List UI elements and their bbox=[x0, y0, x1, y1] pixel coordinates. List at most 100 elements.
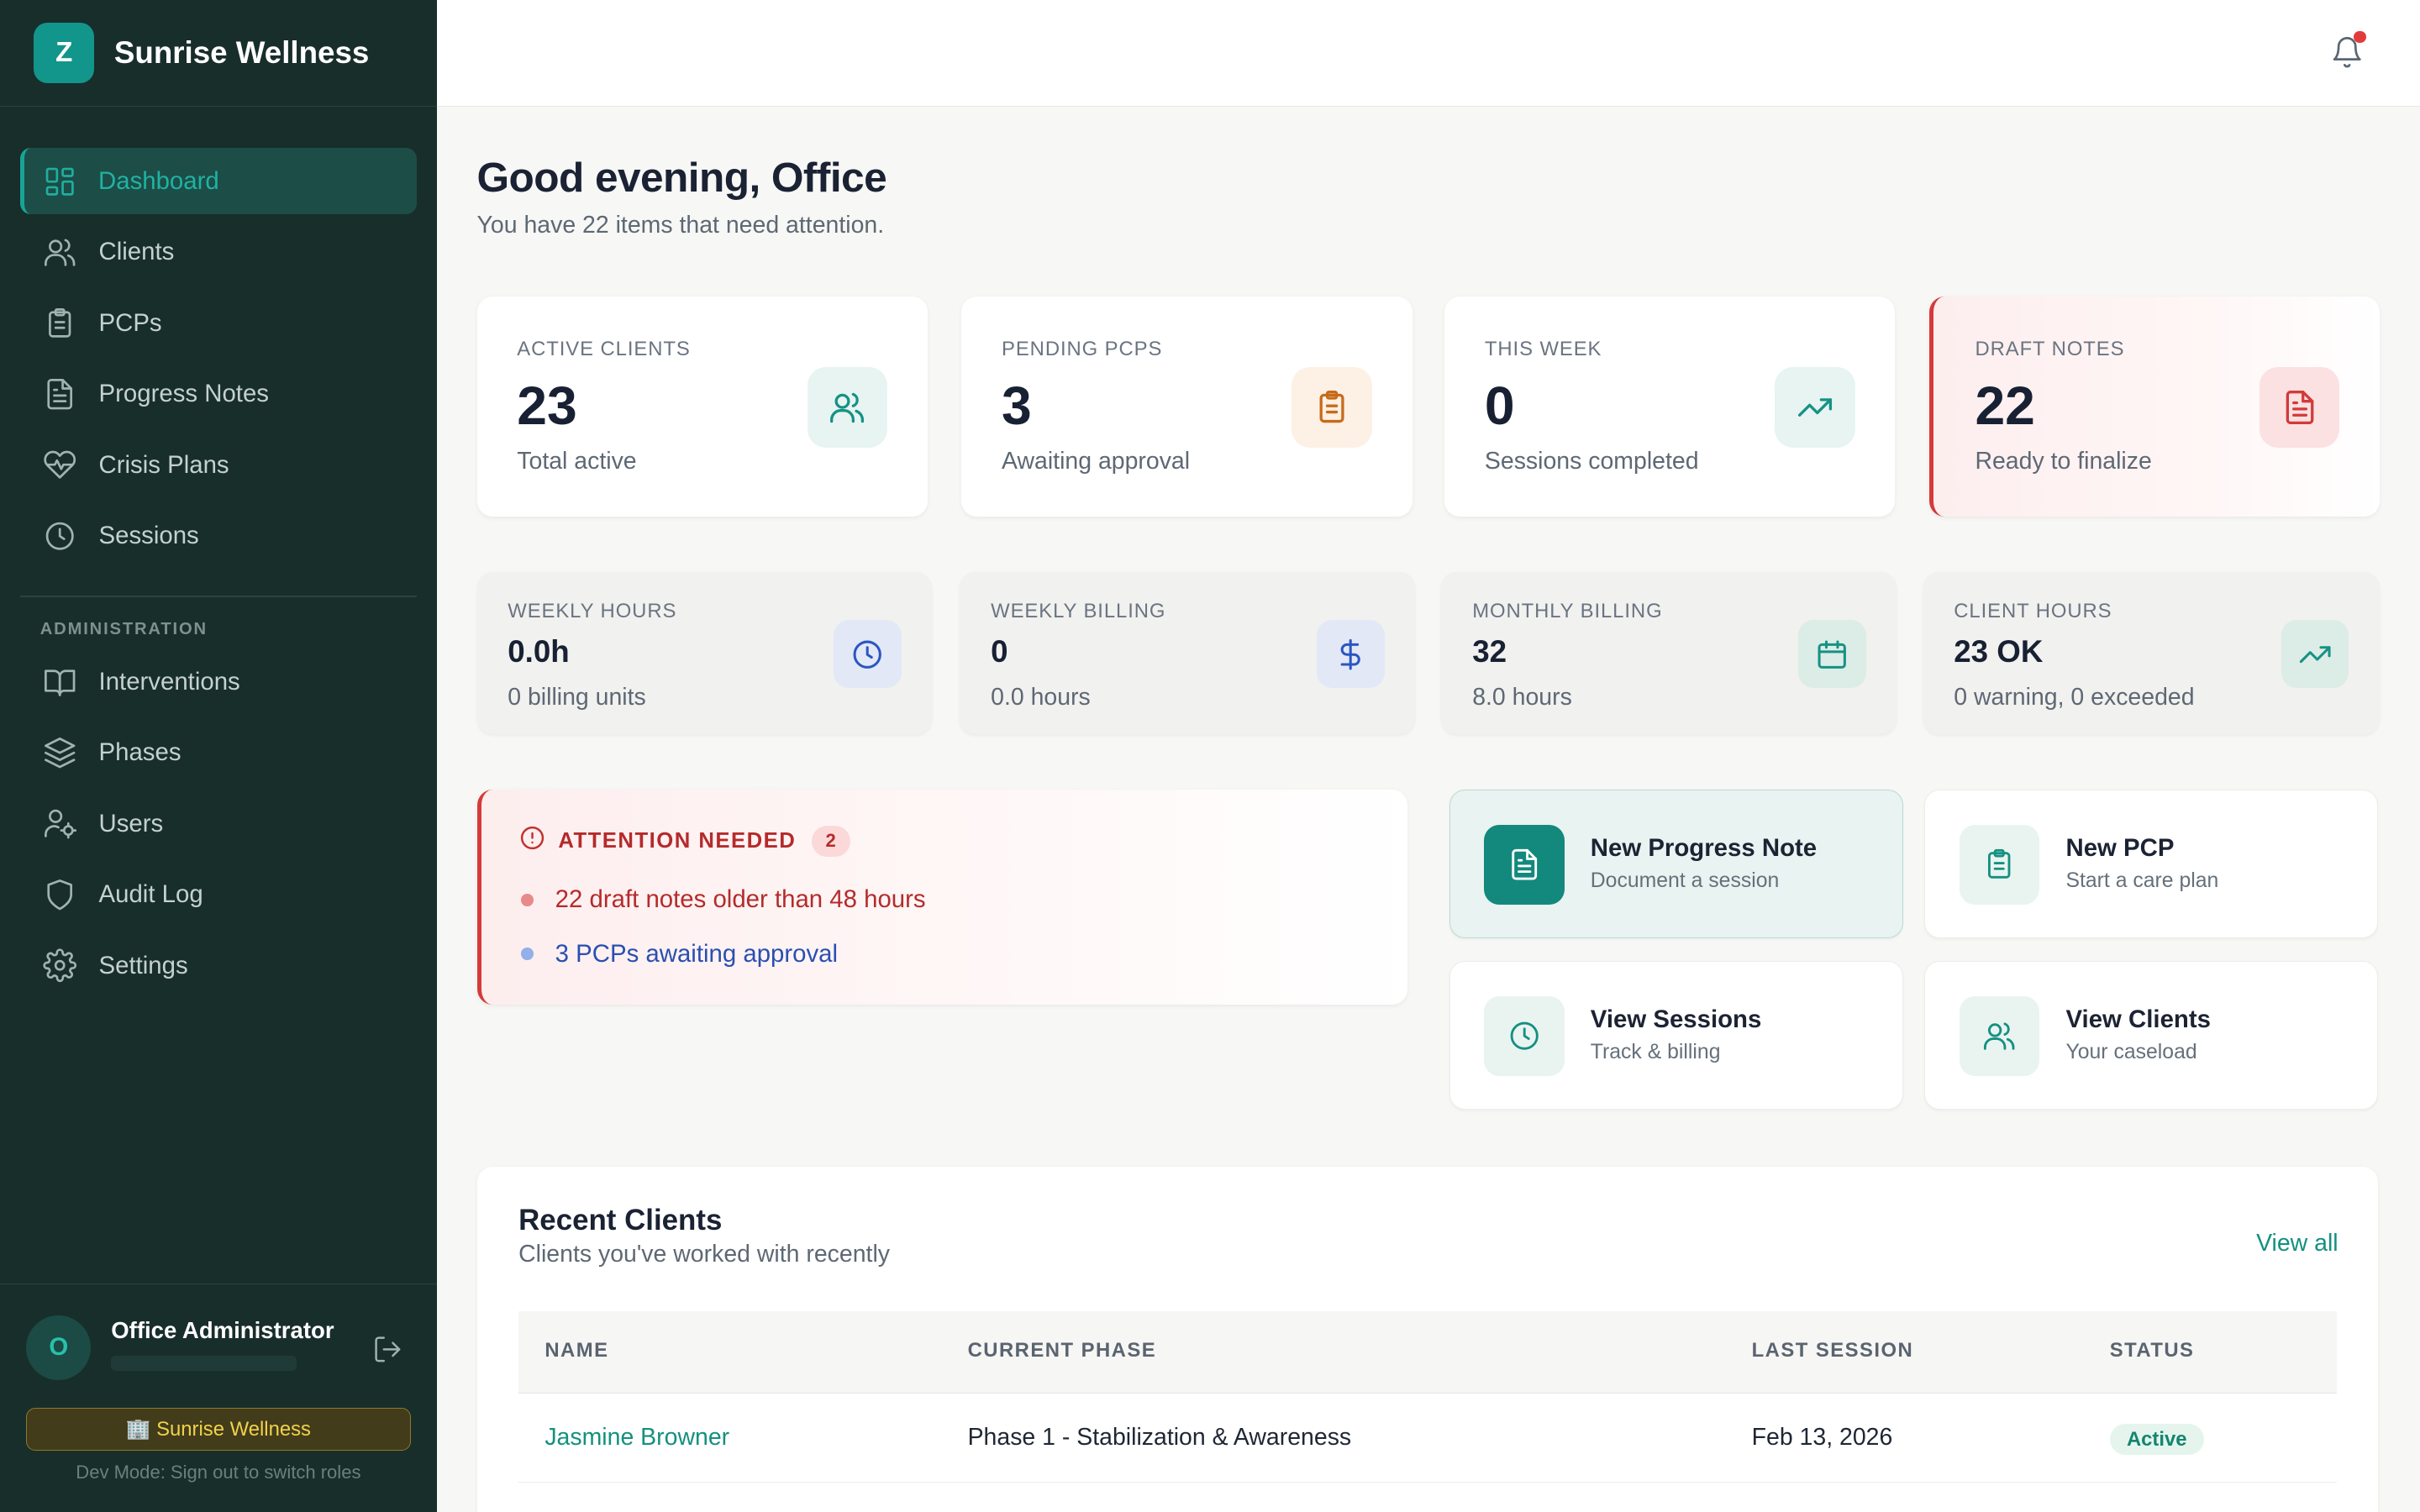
stat-card-this-week[interactable]: THIS WEEK 0 Sessions completed bbox=[1444, 296, 1896, 517]
stat-card-draft-notes[interactable]: DRAFT NOTES 22 Ready to finalize bbox=[1928, 296, 2381, 517]
brand[interactable]: Z Sunrise Wellness bbox=[0, 0, 437, 107]
quick-action-title: View Sessions bbox=[1590, 1005, 1762, 1033]
users-icon bbox=[43, 235, 76, 269]
view-clients-button[interactable]: View Clients Your caseload bbox=[1924, 961, 2379, 1110]
sidebar-item-label: Dashboard bbox=[98, 166, 219, 195]
brand-logo: Z bbox=[34, 23, 95, 83]
clock-icon bbox=[1484, 995, 1565, 1077]
sidebar-item-users[interactable]: Users bbox=[20, 790, 417, 857]
sidebar-item-label: Users bbox=[98, 809, 164, 837]
clipboard-icon bbox=[43, 307, 76, 340]
stat-label: PENDING PCPS bbox=[1002, 338, 1163, 361]
stat-label: ACTIVE CLIENTS bbox=[517, 338, 691, 361]
page-title: Good evening, Office bbox=[476, 153, 887, 201]
attention-count-badge: 2 bbox=[811, 825, 850, 857]
new-pcp-button[interactable]: New PCP Start a care plan bbox=[1924, 790, 2379, 938]
top-bar bbox=[436, 0, 2420, 107]
trending-up-icon bbox=[2281, 620, 2349, 689]
metric-value: 32 bbox=[1472, 633, 1507, 669]
nav-divider bbox=[19, 595, 417, 597]
quick-action-title: New PCP bbox=[2065, 833, 2175, 862]
attention-item[interactable]: 22 draft notes older than 48 hours bbox=[521, 885, 926, 914]
stat-value: 3 bbox=[1002, 375, 1032, 437]
client-last-session: Feb 13, 2026 bbox=[1751, 1424, 1893, 1452]
org-badge[interactable]: 🏢 Sunrise Wellness bbox=[26, 1408, 411, 1452]
users-icon bbox=[1959, 995, 2040, 1077]
bullet-dot bbox=[521, 893, 534, 906]
section-title: Recent Clients bbox=[518, 1203, 723, 1236]
clipboard-icon bbox=[1292, 367, 1372, 448]
metric-value: 0 bbox=[991, 633, 1008, 669]
metric-sub: 0 warning, 0 exceeded bbox=[1954, 683, 2195, 711]
metric-card-monthly-billing[interactable]: MONTHLY BILLING 32 8.0 hours bbox=[1441, 572, 1897, 735]
client-name-link[interactable]: Jasmine Browner bbox=[544, 1424, 730, 1452]
stat-label: DRAFT NOTES bbox=[1975, 338, 2125, 361]
client-phase: Phase 1 - Stabilization & Awareness bbox=[967, 1424, 1352, 1452]
sidebar-item-crisis-plans[interactable]: Crisis Plans bbox=[20, 432, 417, 498]
quick-action-title: View Clients bbox=[2065, 1005, 2211, 1033]
sidebar-footer: O Office Administrator 🏢 Sunrise Wellnes… bbox=[0, 1284, 437, 1512]
metric-card-weekly-hours[interactable]: WEEKLY HOURS 0.0h 0 billing units bbox=[476, 572, 933, 735]
metric-value: 23 OK bbox=[1954, 633, 2044, 669]
sidebar-item-interventions[interactable]: Interventions bbox=[20, 648, 417, 715]
sidebar-item-label: Crisis Plans bbox=[98, 450, 229, 479]
view-all-link[interactable]: View all bbox=[2256, 1229, 2338, 1257]
attention-item[interactable]: 3 PCPs awaiting approval bbox=[521, 940, 838, 969]
table-row[interactable]: Jasmine Browner Phase 1 - Stabilization … bbox=[518, 1394, 2337, 1483]
column-header-status[interactable]: STATUS bbox=[2109, 1339, 2195, 1362]
sidebar-item-label: Progress Notes bbox=[98, 380, 269, 408]
book-open-icon bbox=[43, 665, 76, 699]
metric-label: CLIENT HOURS bbox=[1954, 600, 2112, 623]
sidebar-item-phases[interactable]: Phases bbox=[20, 720, 417, 786]
notifications-button[interactable] bbox=[2330, 30, 2367, 72]
metric-card-weekly-billing[interactable]: WEEKLY BILLING 0 0.0 hours bbox=[960, 572, 1416, 735]
avatar[interactable]: O bbox=[26, 1315, 92, 1380]
log-out-icon bbox=[372, 1336, 403, 1371]
sidebar-item-label: PCPs bbox=[98, 308, 162, 337]
users-icon bbox=[807, 367, 888, 448]
gear-icon bbox=[43, 948, 77, 983]
dollar-icon bbox=[1316, 620, 1385, 689]
bell-icon bbox=[2330, 37, 2364, 76]
stat-value: 0 bbox=[1484, 375, 1515, 437]
sidebar-item-settings[interactable]: Settings bbox=[20, 932, 417, 999]
metric-sub: 8.0 hours bbox=[1472, 683, 1572, 711]
shield-icon bbox=[43, 878, 76, 911]
nav-section-title: ADMINISTRATION bbox=[39, 620, 208, 639]
attention-item-text: 22 draft notes older than 48 hours bbox=[555, 885, 926, 914]
sidebar-item-sessions[interactable]: Sessions bbox=[20, 503, 417, 570]
quick-action-sub: Your caseload bbox=[2065, 1040, 2197, 1063]
page-subtitle: You have 22 items that need attention. bbox=[476, 211, 885, 239]
stat-card-pending-pcps[interactable]: PENDING PCPS 3 Awaiting approval bbox=[961, 296, 1413, 517]
metric-sub: 0 billing units bbox=[508, 683, 646, 711]
sidebar-item-progress-notes[interactable]: Progress Notes bbox=[20, 361, 417, 428]
sidebar-item-pcps[interactable]: PCPs bbox=[20, 290, 417, 356]
user-email-redacted bbox=[111, 1355, 297, 1371]
attention-item-text: 3 PCPs awaiting approval bbox=[555, 939, 839, 968]
clock-icon bbox=[833, 620, 902, 689]
sidebar-item-clients[interactable]: Clients bbox=[20, 219, 417, 286]
view-sessions-button[interactable]: View Sessions Track & billing bbox=[1449, 961, 1903, 1110]
metric-label: MONTHLY BILLING bbox=[1472, 600, 1663, 623]
new-progress-note-button[interactable]: New Progress Note Document a session bbox=[1449, 790, 1903, 938]
user-name: Office Administrator bbox=[111, 1316, 334, 1343]
sidebar-item-audit-log[interactable]: Audit Log bbox=[20, 862, 417, 928]
sidebar-item-label: Audit Log bbox=[98, 880, 203, 909]
logout-button[interactable] bbox=[372, 1334, 403, 1365]
metric-card-client-hours[interactable]: CLIENT HOURS 23 OK 0 warning, 0 exceeded bbox=[1923, 572, 2381, 735]
table-header: NAME CURRENT PHASE LAST SESSION STATUS bbox=[518, 1311, 2337, 1394]
stat-card-active-clients[interactable]: ACTIVE CLIENTS 23 Total active bbox=[476, 296, 928, 517]
recent-clients-panel: Recent Clients Clients you've worked wit… bbox=[476, 1166, 2379, 1512]
sidebar-item-label: Settings bbox=[98, 951, 188, 979]
attention-title: ATTENTION NEEDED bbox=[558, 828, 797, 853]
sidebar-item-label: Sessions bbox=[98, 522, 199, 550]
sidebar-item-dashboard[interactable]: Dashboard bbox=[19, 148, 417, 215]
stat-sub: Sessions completed bbox=[1484, 447, 1699, 475]
column-header-name[interactable]: NAME bbox=[544, 1339, 609, 1362]
file-text-icon bbox=[43, 377, 76, 411]
quick-action-sub: Document a session bbox=[1590, 869, 1780, 893]
user-cog-icon bbox=[43, 806, 77, 840]
column-header-phase[interactable]: CURRENT PHASE bbox=[967, 1339, 1157, 1362]
column-header-last-session[interactable]: LAST SESSION bbox=[1751, 1339, 1914, 1362]
